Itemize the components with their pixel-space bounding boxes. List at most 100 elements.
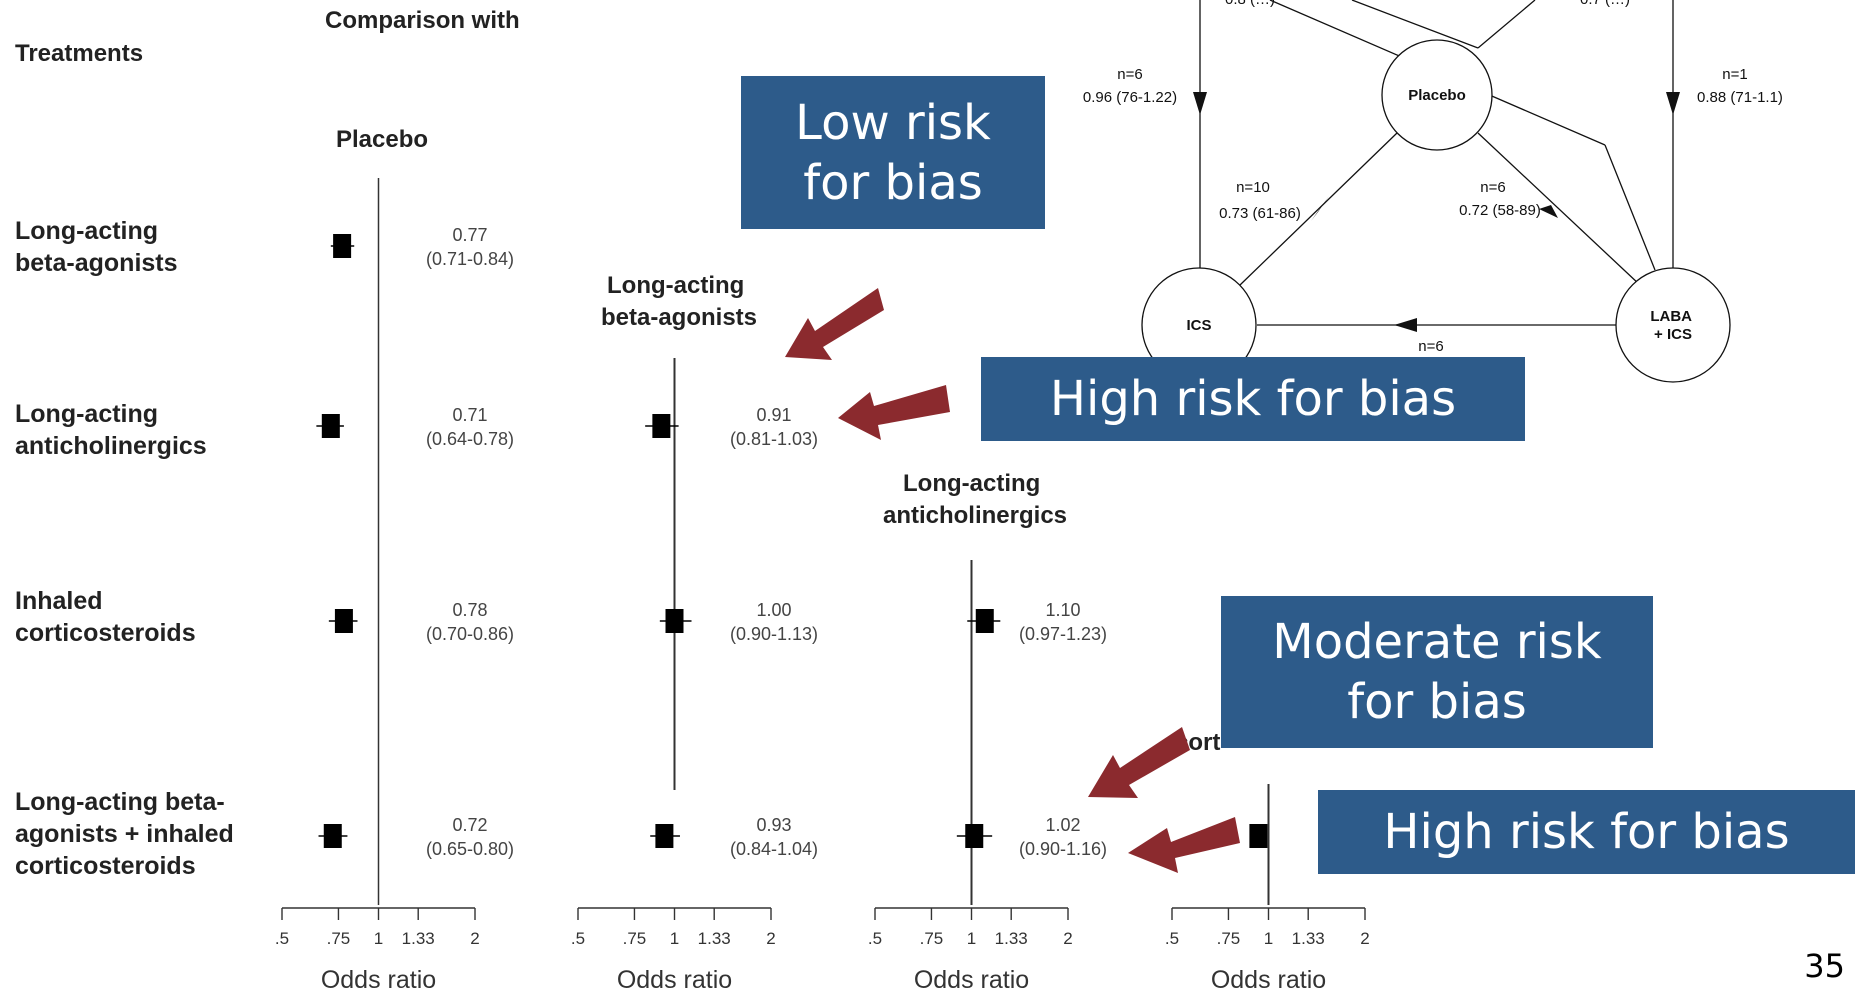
network-arrowheads	[1193, 92, 1680, 332]
treatment-label-laba-ics: Long-acting beta- agonists + inhaled cor…	[15, 788, 241, 880]
treatment-label-laba: Long-acting beta-agonists	[15, 217, 178, 277]
x-tick-label: 1	[1264, 929, 1273, 948]
odds-ratio-marker	[334, 609, 353, 633]
x-tick-label: 2	[766, 929, 775, 948]
arrowhead-laba-ics	[1394, 318, 1417, 332]
callout-low-risk-line1: Low risk	[795, 94, 991, 151]
node-laba-ics	[1615, 267, 1731, 383]
edge-label-ics-placebo-or: 0.73 (61-86)	[1219, 205, 1301, 222]
x-tick-label: 1.33	[1292, 929, 1325, 948]
odds-ratio-marker	[333, 234, 352, 258]
odds-ratio-marker	[965, 824, 984, 848]
edge-label-laba-ics-n: n=6	[1418, 338, 1443, 355]
edge-label-right-or: 0.88 (71-1.1)	[1697, 89, 1783, 106]
odds-ratio-marker	[652, 414, 671, 438]
callout-high-risk-1-text: High risk for bias	[1049, 371, 1457, 427]
arrowhead-left	[1193, 92, 1207, 115]
treatments-header: Treatments	[15, 40, 143, 67]
x-tick-label: 1	[670, 929, 679, 948]
ci-value-label: (0.84-1.04)	[730, 839, 818, 859]
x-tick-label: .5	[868, 929, 882, 948]
arrowhead-ics-placebo	[1311, 196, 1329, 221]
edge-ics-placebo	[1239, 132, 1398, 286]
x-tick-label: 2	[470, 929, 479, 948]
x-tick-label: 1.33	[698, 929, 731, 948]
x-tick-label: .75	[920, 929, 944, 948]
edge-cross-top-right	[1477, 0, 1536, 49]
x-tick-label: .75	[327, 929, 351, 948]
x-axis-label: Odds ratio	[321, 966, 436, 991]
edge-laba-placebo	[1477, 132, 1641, 286]
or-value-label: 0.77	[452, 225, 487, 245]
callout-high-risk-2: High risk for bias	[1318, 790, 1855, 874]
node-label-placebo: Placebo	[1408, 87, 1466, 104]
panel-title-lama: Long-acting anticholinergics	[883, 470, 1067, 529]
odds-ratio-marker	[323, 824, 342, 848]
arrowhead-right	[1666, 92, 1680, 115]
page-number: 35	[1804, 947, 1845, 985]
comparison-header: Comparison with	[325, 7, 520, 34]
x-axis-label: Odds ratio	[617, 966, 732, 991]
ci-value-label: (0.64-0.78)	[426, 429, 514, 449]
treatment-labels: Long-acting beta-agonists Long-acting an…	[15, 217, 241, 880]
x-axis-label: Odds ratio	[1211, 966, 1326, 991]
odds-ratio-marker	[655, 824, 674, 848]
edge-label-top-left: 0.8 (…)	[1225, 0, 1275, 8]
callout-moderate-risk-line2: for bias	[1347, 674, 1527, 730]
odds-ratio-marker	[665, 609, 684, 633]
ci-value-label: (0.90-1.16)	[1019, 839, 1107, 859]
ci-value-label: (0.70-0.86)	[426, 624, 514, 644]
edge-label-left-n: n=6	[1117, 66, 1142, 83]
or-value-label: 0.91	[756, 405, 791, 425]
or-value-label: 0.71	[452, 405, 487, 425]
x-tick-label: 2	[1360, 929, 1369, 948]
odds-ratio-marker	[975, 609, 994, 633]
callout-high-risk-1: High risk for bias	[981, 357, 1525, 441]
x-tick-label: .75	[1217, 929, 1241, 948]
risk-arrows	[785, 288, 1240, 873]
treatment-label-ics: Inhaled corticosteroids	[15, 587, 196, 647]
or-value-label: 0.93	[756, 815, 791, 835]
ci-value-label: (0.81-1.03)	[730, 429, 818, 449]
x-tick-label: .5	[275, 929, 289, 948]
forest-plots: .5 .75 1 1.33 2 Odds ratio 0.77 (0.71-0.84) 0.71…	[275, 178, 1370, 991]
arrow-high-risk-2	[1128, 817, 1240, 873]
x-tick-label: 1	[967, 929, 976, 948]
panel-title-laba: Long-acting beta-agonists	[601, 272, 757, 331]
edge-label-laba-placebo-n: n=6	[1480, 179, 1505, 196]
x-tick-label: .5	[1165, 929, 1179, 948]
node-label-laba-ics: LABA + ICS	[1650, 308, 1695, 343]
callout-low-risk-line2: for bias	[803, 154, 983, 211]
or-value-label: 1.10	[1045, 600, 1080, 620]
x-tick-label: .5	[571, 929, 585, 948]
node-label-ics: ICS	[1186, 317, 1211, 334]
treatment-label-lama: Long-acting anticholinergics	[15, 400, 207, 460]
x-tick-label: 1.33	[402, 929, 435, 948]
edge-label-right-n: n=1	[1722, 66, 1747, 83]
ci-value-label: (0.97-1.23)	[1019, 624, 1107, 644]
x-tick-label: 1	[374, 929, 383, 948]
odds-ratio-marker	[1249, 824, 1268, 848]
x-tick-label: 2	[1063, 929, 1072, 948]
x-tick-label: 1.33	[995, 929, 1028, 948]
panel-title-placebo: Placebo	[336, 126, 428, 153]
ci-value-label: (0.90-1.13)	[730, 624, 818, 644]
edge-cross-top-left	[1351, 0, 1479, 49]
arrow-moderate-risk	[1088, 727, 1190, 798]
callout-moderate-risk-line1: Moderate risk	[1272, 614, 1602, 670]
ci-value-label: (0.65-0.80)	[426, 839, 514, 859]
or-value-label: 0.78	[452, 600, 487, 620]
callout-moderate-risk: Moderate risk for bias	[1221, 596, 1653, 748]
x-tick-label: .75	[623, 929, 647, 948]
or-value-label: 0.72	[452, 815, 487, 835]
callout-low-risk: Low risk for bias	[741, 76, 1045, 229]
node-placebo	[1381, 39, 1493, 151]
edge-label-left-or: 0.96 (76-1.22)	[1083, 89, 1177, 106]
arrowhead-laba-placebo	[1539, 205, 1558, 218]
or-value-label: 1.00	[756, 600, 791, 620]
odds-ratio-marker	[321, 414, 340, 438]
x-axis-label: Odds ratio	[914, 966, 1029, 991]
arrow-high-risk-1	[838, 385, 950, 440]
edge-label-laba-placebo-or: 0.72 (58-89)	[1459, 202, 1541, 219]
